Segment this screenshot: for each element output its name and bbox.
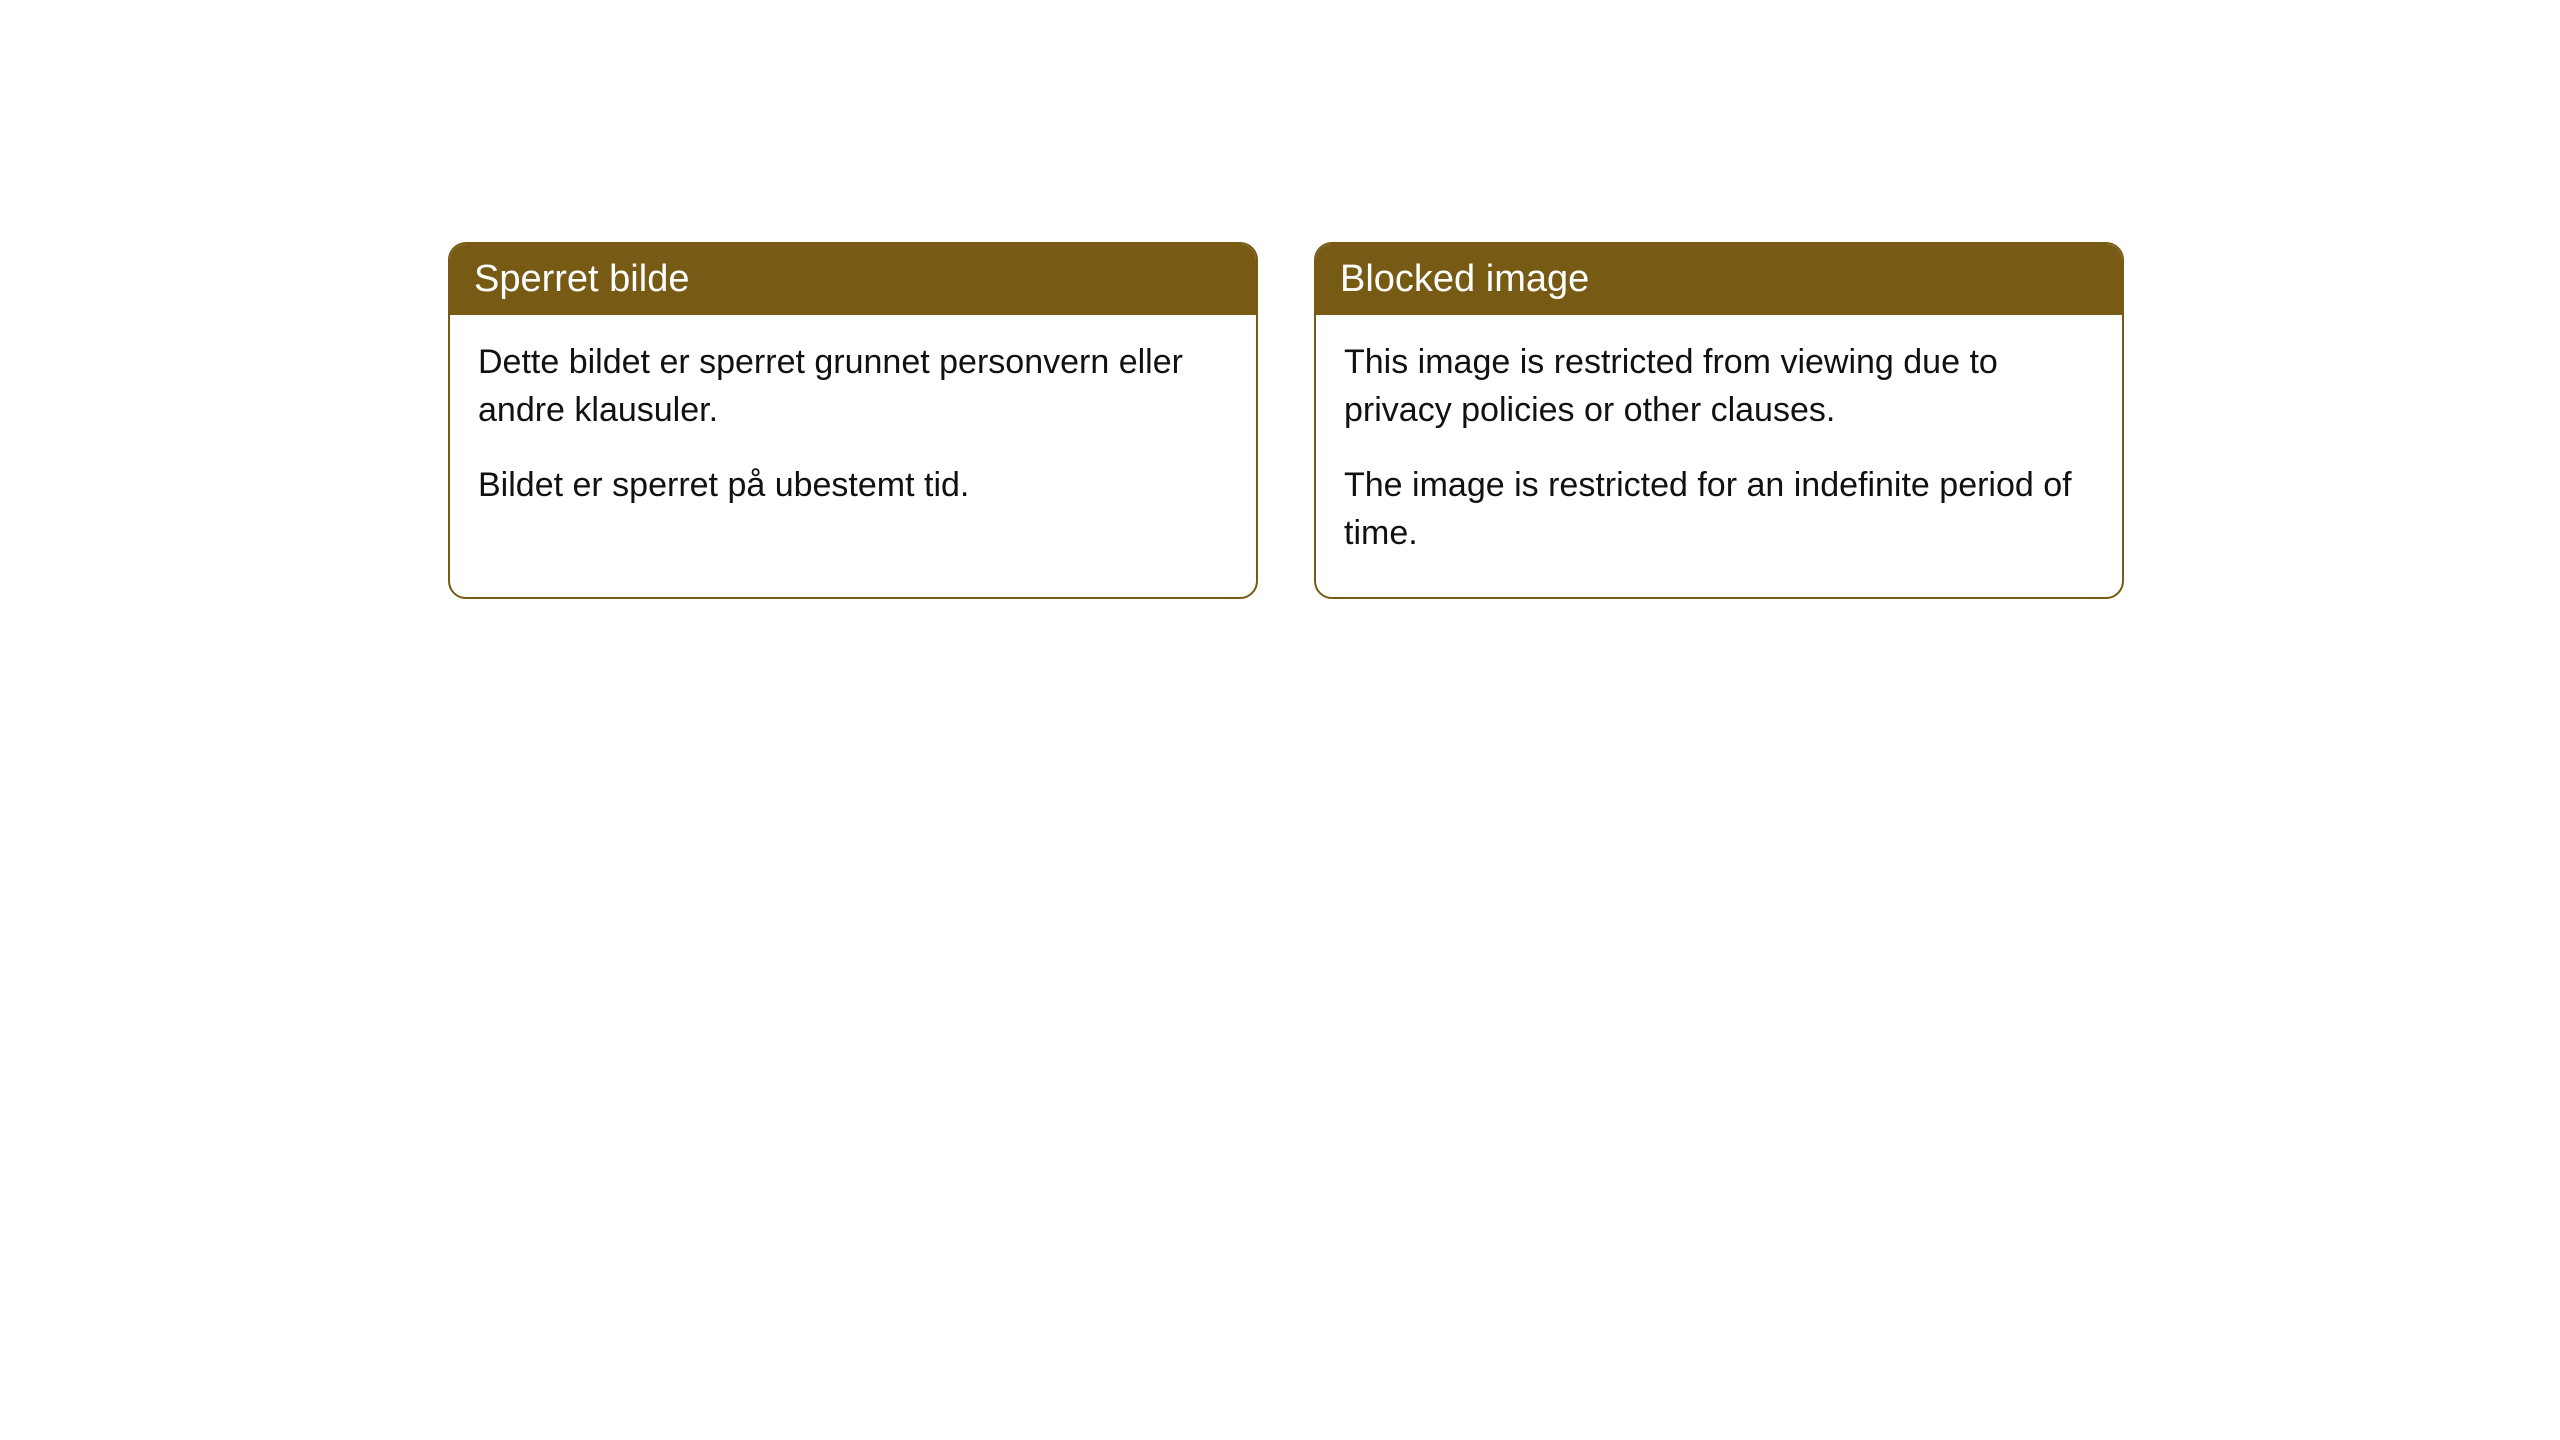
card-paragraph: Bildet er sperret på ubestemt tid. (478, 462, 1228, 510)
card-body: Dette bildet er sperret grunnet personve… (450, 315, 1256, 550)
card-paragraph: This image is restricted from viewing du… (1344, 339, 2094, 434)
card-header: Sperret bilde (450, 244, 1256, 315)
card-paragraph: Dette bildet er sperret grunnet personve… (478, 339, 1228, 434)
notice-card-norwegian: Sperret bilde Dette bildet er sperret gr… (448, 242, 1258, 599)
card-header: Blocked image (1316, 244, 2122, 315)
notice-card-english: Blocked image This image is restricted f… (1314, 242, 2124, 599)
card-paragraph: The image is restricted for an indefinit… (1344, 462, 2094, 557)
notice-cards-container: Sperret bilde Dette bildet er sperret gr… (448, 242, 2124, 599)
card-body: This image is restricted from viewing du… (1316, 315, 2122, 597)
